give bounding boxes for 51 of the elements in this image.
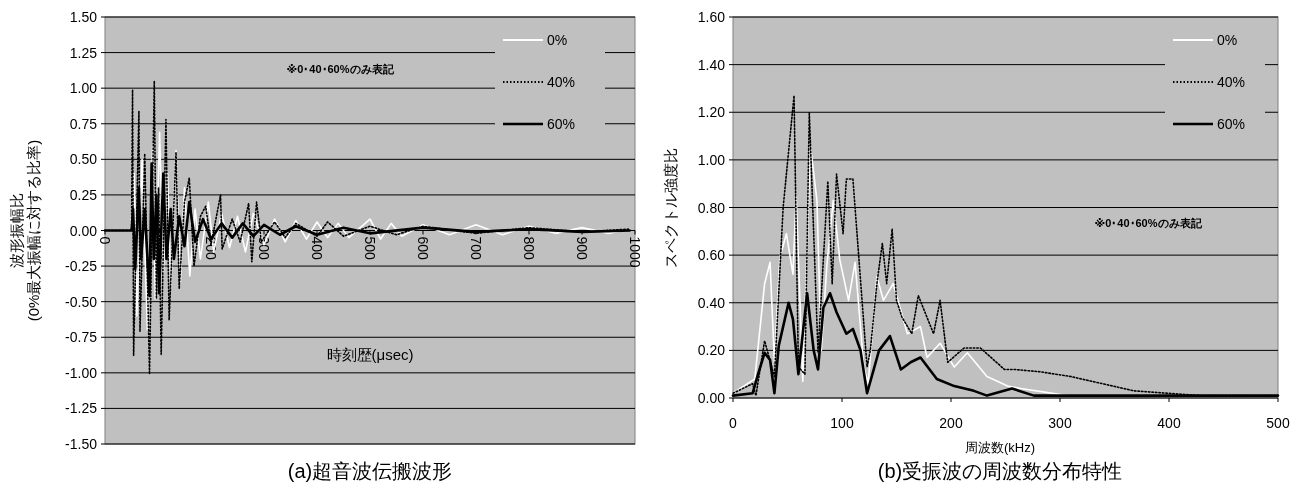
legend-label: 0%: [1217, 32, 1238, 48]
y-axis-title: 波形振幅比 (0%最大振幅に対する比率): [8, 139, 42, 322]
legend-label: 40%: [1217, 74, 1246, 90]
x-tick-label: 600: [415, 236, 431, 261]
y-tick-label: 0.40: [697, 294, 726, 311]
y-tick-label: 1.40: [697, 56, 726, 73]
y-axis-title: スペクトル強度比: [662, 147, 679, 268]
y-tick-label: -0.50: [65, 293, 98, 310]
y-tick-label: -0.75: [65, 329, 98, 346]
y-tick-label: -0.25: [65, 258, 98, 275]
y-tick-label: 0.00: [697, 390, 726, 406]
y-tick-label: 0.20: [697, 342, 726, 359]
y-tick-label: 0.60: [697, 247, 726, 264]
x-tick-label: 900: [574, 236, 590, 261]
y-tick-label: -1.00: [65, 364, 98, 381]
y-tick-label: 1.25: [69, 44, 98, 61]
x-tick-label: 400: [1157, 415, 1181, 431]
x-tick-label: 400: [309, 236, 325, 261]
y-tick-label: 1.20: [697, 104, 726, 121]
x-tick-label: 500: [1266, 415, 1290, 431]
y-tick-label: -1.50: [65, 436, 98, 452]
x-tick-label: 300: [1048, 415, 1072, 431]
legend-label: 40%: [547, 74, 576, 90]
x-axis-title: 時刻歴(μsec): [326, 346, 414, 363]
x-tick-label: 0: [97, 236, 113, 245]
x-tick-label: 500: [362, 236, 378, 261]
y-tick-label: 0.50: [69, 151, 98, 168]
x-axis-title: 周波数(kHz): [964, 440, 1036, 455]
x-tick-label: 200: [939, 415, 963, 431]
x-tick-label: 700: [468, 236, 484, 261]
y-tick-label: -1.25: [65, 400, 98, 417]
x-tick-label: 300: [256, 236, 272, 261]
y-tick-label: 1.00: [697, 151, 726, 168]
y-tick-label: 1.50: [69, 9, 98, 25]
x-tick-label: 800: [521, 236, 537, 261]
text: (b)受振波の周波数分布特性: [877, 460, 1123, 482]
annotation: ※0･40･60%のみ表記: [1094, 217, 1203, 229]
x-tick-label: 1000: [627, 236, 643, 268]
y-tick-label: 0.25: [69, 186, 98, 203]
y-tick-label: 0.00: [69, 222, 98, 239]
legend-label: 0%: [547, 32, 568, 48]
y-tick-label: 1.60: [697, 9, 726, 25]
y-tick-label: 0.80: [697, 199, 726, 216]
y-tick-label: 0.75: [69, 115, 98, 132]
x-tick-label: 0: [729, 415, 738, 431]
legend-label: 60%: [547, 116, 576, 132]
annotation: ※0･40･60%のみ表記: [286, 63, 395, 75]
x-tick-label: 100: [830, 415, 854, 431]
y-tick-label: 1.00: [69, 80, 98, 97]
text: (a)超音波伝搬波形: [287, 460, 453, 482]
legend-label: 60%: [1217, 116, 1246, 132]
